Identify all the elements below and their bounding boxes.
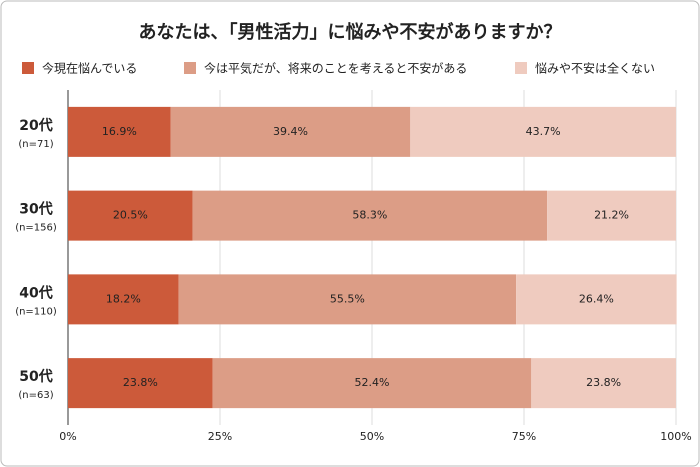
- sample-size: (n=71): [18, 139, 53, 150]
- legend-swatch: [184, 62, 196, 74]
- bar-segment: [531, 358, 676, 409]
- data-label: 55.5%: [330, 292, 365, 305]
- category-label: 30代: [19, 201, 52, 218]
- bar-segment: [192, 190, 548, 241]
- data-label: 23.8%: [123, 376, 158, 389]
- sample-size: (n=110): [15, 306, 57, 317]
- sample-size: (n=63): [18, 390, 53, 401]
- bar-segment: [547, 190, 676, 241]
- legend-swatch: [22, 62, 34, 74]
- x-tick-label: 100%: [660, 430, 691, 443]
- bar-segment: [170, 106, 411, 157]
- bar-segment: [178, 274, 517, 325]
- x-tick-label: 25%: [208, 430, 232, 443]
- category-label: 50代: [19, 368, 52, 385]
- bar-segment: [68, 274, 179, 325]
- x-tick-label: 50%: [360, 430, 384, 443]
- bar-segment: [68, 358, 213, 409]
- data-label: 52.4%: [355, 376, 390, 389]
- data-label: 39.4%: [273, 125, 308, 138]
- category-label: 20代: [19, 117, 52, 134]
- category-label: 40代: [19, 284, 52, 301]
- data-label: 18.2%: [106, 292, 141, 305]
- chart-title: あなたは、「男性活力」に悩みや不安がありますか？: [139, 21, 562, 43]
- data-label: 43.7%: [526, 125, 561, 138]
- data-label: 21.2%: [594, 209, 629, 222]
- data-label: 20.5%: [113, 209, 148, 222]
- bar-segment: [68, 190, 193, 241]
- data-label: 16.9%: [102, 125, 137, 138]
- bar-segment: [68, 106, 171, 157]
- data-label: 26.4%: [579, 292, 614, 305]
- data-label: 23.8%: [586, 376, 621, 389]
- bar-segment: [516, 274, 677, 325]
- legend-label: 今は平気だが、将来のことを考えると不安がある: [204, 61, 467, 76]
- x-tick-label: 0%: [59, 430, 76, 443]
- legend-label: 今現在悩んでいる: [42, 61, 137, 76]
- bar-segment: [212, 358, 532, 409]
- data-label: 58.3%: [352, 209, 387, 222]
- legend-label: 悩みや不安は全くない: [535, 61, 655, 76]
- legend-swatch: [515, 62, 527, 74]
- x-tick-label: 75%: [512, 430, 536, 443]
- sample-size: (n=156): [15, 223, 57, 234]
- bar-segment: [410, 106, 676, 157]
